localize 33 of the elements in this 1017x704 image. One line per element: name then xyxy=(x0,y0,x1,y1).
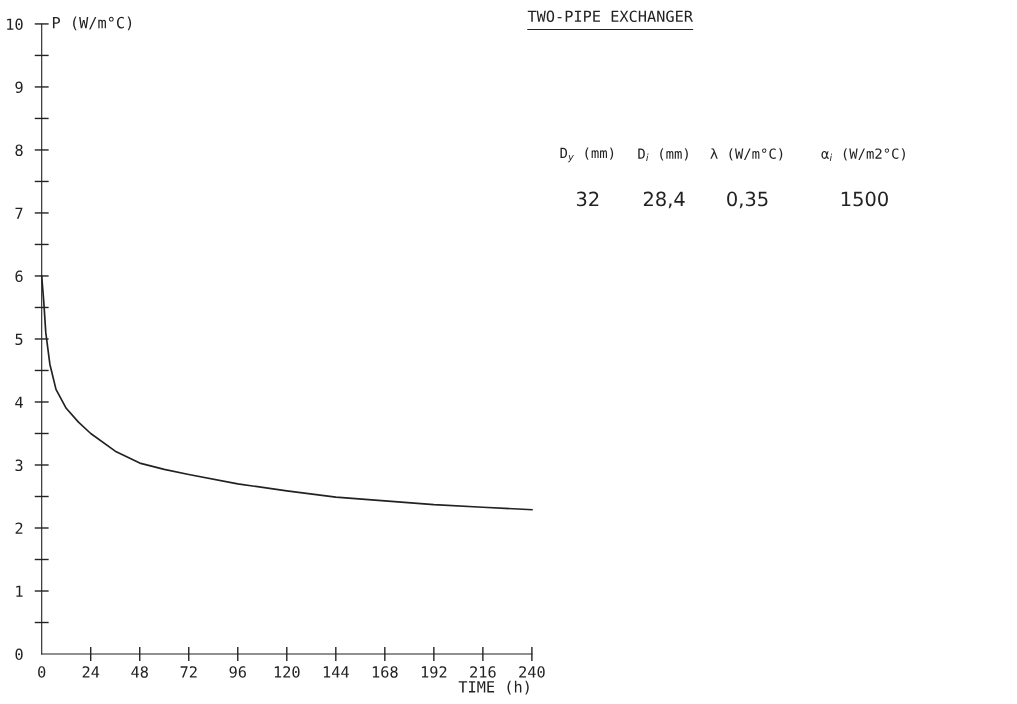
y-tick-label: 0 xyxy=(15,648,23,661)
text: α$_{i}$ (W/m2°C) xyxy=(821,148,905,162)
text: 0,35 xyxy=(727,191,768,209)
x-tick-label: 120 xyxy=(274,666,300,678)
text: D$_{i}$ (mm) xyxy=(638,148,688,162)
text: 1500 xyxy=(841,191,888,207)
x-axis-title: TIME (h) xyxy=(458,680,529,695)
x-tick-label: 192 xyxy=(421,666,447,678)
x-tick-label: 96 xyxy=(229,666,246,678)
x-tick-label: 144 xyxy=(323,666,349,678)
y-tick-label: 2 xyxy=(15,522,23,534)
y-tick-label: 4 xyxy=(15,396,23,408)
y-tick-label: 10 xyxy=(7,18,23,30)
y-tick-label: 3 xyxy=(15,459,23,472)
text: TWO-PIPE EXCHANGER xyxy=(527,10,693,23)
text: λ (W/m°C) xyxy=(710,148,783,161)
x-tick-label: 72 xyxy=(180,666,197,678)
x-tick-label: 216 xyxy=(470,666,496,678)
y-tick-label: 1 xyxy=(16,585,23,597)
x-tick-label: 168 xyxy=(372,666,398,678)
y-tick-label: 9 xyxy=(15,81,23,94)
text: 28,4 xyxy=(643,191,685,209)
y-tick-label: 7 xyxy=(15,207,23,219)
y-tick-label: 8 xyxy=(15,144,23,157)
x-tick-label: 48 xyxy=(131,666,148,678)
text: D$_{y}$ (mm) xyxy=(560,147,614,163)
y-tick-label: 5 xyxy=(15,333,23,346)
x-tick-label: 24 xyxy=(82,666,100,678)
x-tick-label: 0 xyxy=(38,666,46,678)
y-axis-title: P (W/m°C) xyxy=(52,16,132,31)
x-tick-label: 240 xyxy=(519,666,545,678)
text: 32 xyxy=(576,191,599,207)
y-tick-label: 6 xyxy=(15,270,23,283)
